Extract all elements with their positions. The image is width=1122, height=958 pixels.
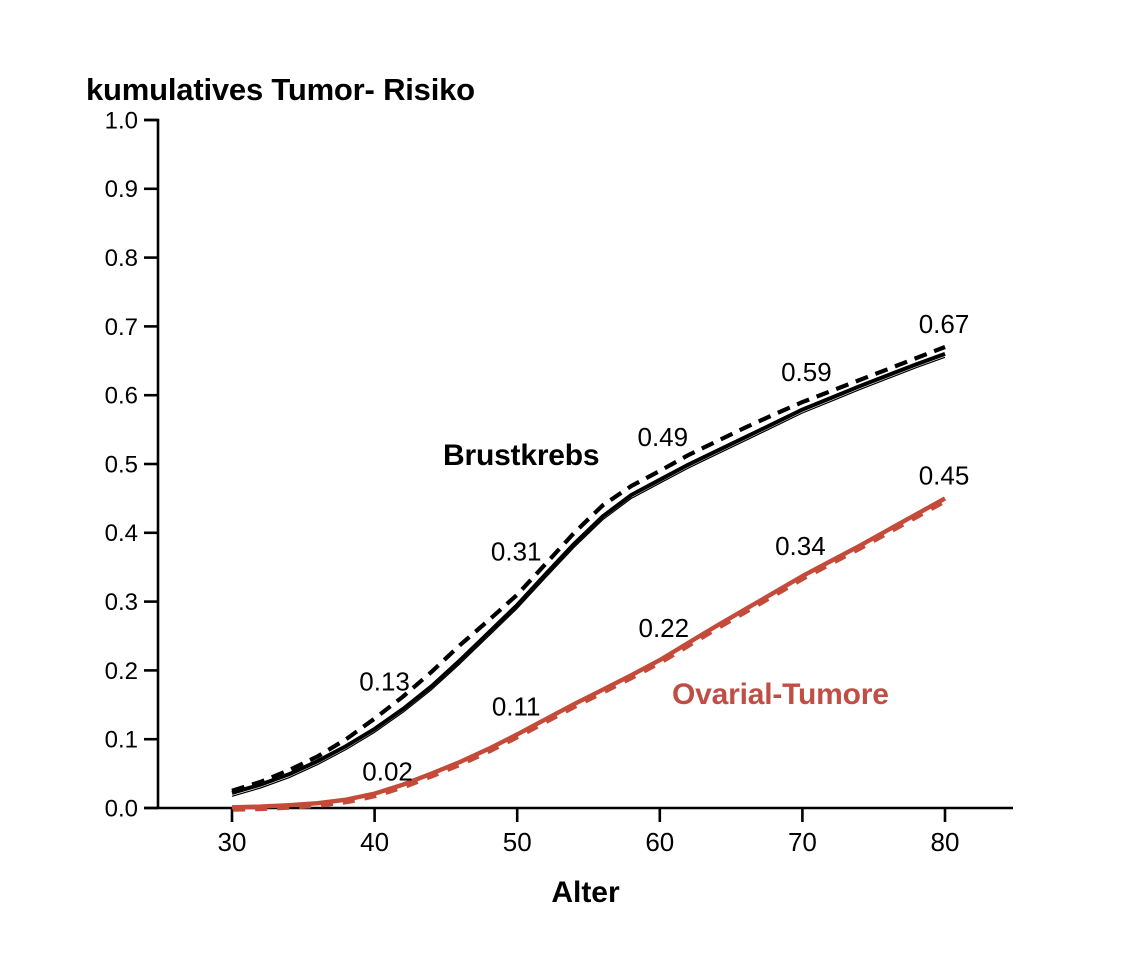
point-label: 0.13 <box>359 667 410 697</box>
y-tick-label: 0.2 <box>105 658 138 685</box>
y-tick-label: 0.6 <box>105 383 138 410</box>
x-tick-label: 30 <box>218 827 247 857</box>
y-tick-label: 0.5 <box>105 451 138 478</box>
y-tick-label: 0.8 <box>105 245 138 272</box>
chart-title: kumulatives Tumor- Risiko <box>86 72 475 107</box>
x-tick-label: 60 <box>645 827 674 857</box>
point-label: 0.02 <box>362 757 413 787</box>
point-label: 0.22 <box>638 613 689 643</box>
y-tick-label: 0.3 <box>105 589 138 616</box>
series-curve-brustkrebs-solid- <box>231 352 946 795</box>
point-label: 0.31 <box>491 537 542 567</box>
y-tick-label: 0.0 <box>105 795 138 822</box>
y-tick-label: 0.4 <box>105 520 138 547</box>
point-label: 0.67 <box>919 309 970 339</box>
series-curve-brustkrebs-dashed- <box>231 345 946 793</box>
y-tick-label: 0.7 <box>105 314 138 341</box>
x-tick-label: 70 <box>788 827 817 857</box>
y-tick-label: 1.0 <box>105 107 138 134</box>
point-label: 0.49 <box>637 422 688 452</box>
x-tick-label: 80 <box>931 827 960 857</box>
point-label: 0.45 <box>919 460 970 490</box>
series-label-brustkrebs: Brustkrebs <box>443 439 600 472</box>
series-companion-line <box>231 356 946 797</box>
point-label: 0.11 <box>492 691 541 721</box>
point-label: 0.34 <box>775 531 826 561</box>
x-tick-label: 40 <box>360 827 389 857</box>
series-label-ovarial-tumore: Ovarial-Tumore <box>672 678 889 711</box>
series-companion-dashes <box>233 499 948 812</box>
y-tick-label: 0.9 <box>105 176 138 203</box>
y-tick-label: 0.1 <box>105 727 138 754</box>
x-axis-title: Alter <box>551 876 620 909</box>
x-tick-label: 50 <box>503 827 532 857</box>
point-label: 0.59 <box>781 357 832 387</box>
series-curve-ovarial-tumore-solid- <box>231 496 947 810</box>
